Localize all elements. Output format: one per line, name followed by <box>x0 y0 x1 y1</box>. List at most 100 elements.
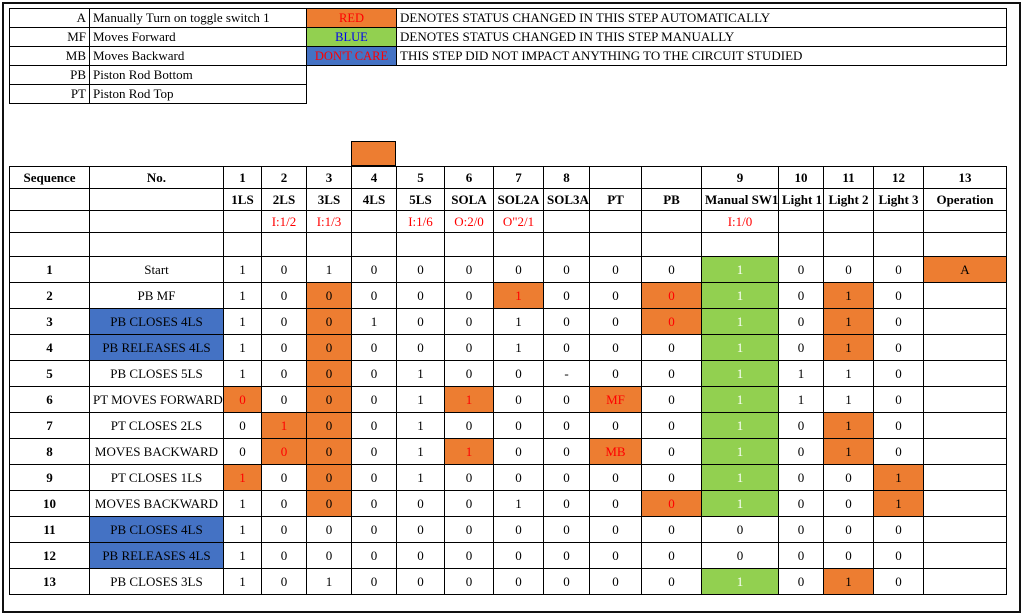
col-header-3ls[interactable]: 3LS <box>306 188 352 211</box>
cell-r13-4ls[interactable]: 0 <box>351 568 397 595</box>
cell-r12-2ls[interactable]: 0 <box>261 542 307 569</box>
col-number-2[interactable]: 2 <box>261 166 307 189</box>
cell-r9-sol3a[interactable]: 0 <box>543 464 590 491</box>
col-number-7[interactable]: 7 <box>493 166 544 189</box>
row-seq-8[interactable]: 8 <box>9 438 90 465</box>
legend-swatch-MF[interactable]: BLUE <box>306 27 397 47</box>
cell-r4-light-2[interactable]: 1 <box>823 334 874 361</box>
col-header-sola[interactable]: SOLA <box>444 188 494 211</box>
cell-r1-operation[interactable]: A <box>923 256 1007 283</box>
cell-r5-sol2a[interactable]: 0 <box>493 360 544 387</box>
cell-r2-operation[interactable] <box>923 282 1007 309</box>
row-seq-4[interactable]: 4 <box>9 334 90 361</box>
cell-r3-2ls[interactable]: 0 <box>261 308 307 335</box>
cell-r5-5ls[interactable]: 1 <box>396 360 445 387</box>
address-blank-no[interactable] <box>89 210 224 233</box>
col-header-light-2[interactable]: Light 2 <box>823 188 874 211</box>
col-number-11[interactable]: 11 <box>823 166 874 189</box>
col-number-4[interactable]: 4 <box>351 166 397 189</box>
cell-r3-light-1[interactable]: 0 <box>778 308 824 335</box>
cell-r13-pt[interactable]: 0 <box>589 568 642 595</box>
cell-r7-sola[interactable]: 0 <box>444 412 494 439</box>
cell-r13-5ls[interactable]: 0 <box>396 568 445 595</box>
cell-r10-pb[interactable]: 0 <box>641 490 702 517</box>
cell-r10-4ls[interactable]: 0 <box>351 490 397 517</box>
cell-r4-operation[interactable] <box>923 334 1007 361</box>
spacer-cell-12[interactable] <box>701 232 779 257</box>
row-label-6[interactable]: PT MOVES FORWARD <box>89 386 224 413</box>
row-label-2[interactable]: PB MF <box>89 282 224 309</box>
cell-r11-pb[interactable]: 0 <box>641 516 702 543</box>
row-label-10[interactable]: MOVES BACKWARD <box>89 490 224 517</box>
legend-desc-A[interactable]: Manually Turn on toggle switch 1 <box>89 8 307 28</box>
cell-r6-pb[interactable]: 0 <box>641 386 702 413</box>
address-pb[interactable] <box>641 210 702 233</box>
cell-r13-2ls[interactable]: 0 <box>261 568 307 595</box>
cell-r9-4ls[interactable]: 0 <box>351 464 397 491</box>
cell-r2-sol3a[interactable]: 0 <box>543 282 590 309</box>
cell-r8-pt[interactable]: MB <box>589 438 642 465</box>
cell-r11-5ls[interactable]: 0 <box>396 516 445 543</box>
cell-r10-1ls[interactable]: 1 <box>223 490 262 517</box>
col-header-pt[interactable]: PT <box>589 188 642 211</box>
cell-r3-sola[interactable]: 0 <box>444 308 494 335</box>
cell-r7-sol2a[interactable]: 0 <box>493 412 544 439</box>
cell-r10-sol2a[interactable]: 1 <box>493 490 544 517</box>
col-number-9[interactable]: 9 <box>701 166 779 189</box>
cell-r3-sol2a[interactable]: 1 <box>493 308 544 335</box>
col-header-operation[interactable]: Operation <box>923 188 1007 211</box>
legend-desc-MB[interactable]: Moves Backward <box>89 46 307 66</box>
row-seq-6[interactable]: 6 <box>9 386 90 413</box>
legend-key-PB[interactable]: PB <box>9 65 90 85</box>
spacer-cell-4[interactable] <box>306 232 352 257</box>
cell-r8-5ls[interactable]: 1 <box>396 438 445 465</box>
cell-r2-sol2a[interactable]: 1 <box>493 282 544 309</box>
col-header-2ls[interactable]: 2LS <box>261 188 307 211</box>
cell-r1-pt[interactable]: 0 <box>589 256 642 283</box>
cell-r2-sola[interactable]: 0 <box>444 282 494 309</box>
legend-swatch-MB[interactable]: DON'T CARE <box>306 46 397 66</box>
cell-r1-3ls[interactable]: 1 <box>306 256 352 283</box>
cell-r1-pb[interactable]: 0 <box>641 256 702 283</box>
cell-r5-sola[interactable]: 0 <box>444 360 494 387</box>
legend-key-MB[interactable]: MB <box>9 46 90 66</box>
cell-r12-manual-sw1[interactable]: 0 <box>701 542 779 569</box>
legend-meaning-MB[interactable]: THIS STEP DID NOT IMPACT ANYTHING TO THE… <box>396 46 1007 66</box>
cell-r2-pb[interactable]: 0 <box>641 282 702 309</box>
cell-r1-1ls[interactable]: 1 <box>223 256 262 283</box>
spacer-cell-10[interactable] <box>589 232 642 257</box>
cell-r8-light-3[interactable]: 0 <box>873 438 924 465</box>
cell-r10-5ls[interactable]: 0 <box>396 490 445 517</box>
cell-r3-operation[interactable] <box>923 308 1007 335</box>
cell-r8-1ls[interactable]: 0 <box>223 438 262 465</box>
cell-r7-1ls[interactable]: 0 <box>223 412 262 439</box>
address-light-2[interactable] <box>823 210 874 233</box>
spacer-cell-16[interactable] <box>923 232 1007 257</box>
col-number-8[interactable]: 8 <box>543 166 590 189</box>
row-seq-11[interactable]: 11 <box>9 516 90 543</box>
cell-r4-light-1[interactable]: 0 <box>778 334 824 361</box>
cell-r10-light-2[interactable]: 0 <box>823 490 874 517</box>
cell-r13-sol2a[interactable]: 0 <box>493 568 544 595</box>
cell-r9-3ls[interactable]: 0 <box>306 464 352 491</box>
address-pt[interactable] <box>589 210 642 233</box>
address-sola[interactable]: O:2/0 <box>444 210 494 233</box>
cell-r4-pb[interactable]: 0 <box>641 334 702 361</box>
cell-r5-light-1[interactable]: 1 <box>778 360 824 387</box>
cell-r4-3ls[interactable]: 0 <box>306 334 352 361</box>
cell-r5-4ls[interactable]: 0 <box>351 360 397 387</box>
legend-desc-PT[interactable]: Piston Rod Top <box>89 84 307 104</box>
row-seq-5[interactable]: 5 <box>9 360 90 387</box>
cell-r8-sol3a[interactable]: 0 <box>543 438 590 465</box>
cell-r5-light-2[interactable]: 1 <box>823 360 874 387</box>
cell-r8-sola[interactable]: 1 <box>444 438 494 465</box>
cell-r2-light-1[interactable]: 0 <box>778 282 824 309</box>
address-sol3a[interactable] <box>543 210 590 233</box>
cell-r8-3ls[interactable]: 0 <box>306 438 352 465</box>
cell-r13-operation[interactable] <box>923 568 1007 595</box>
cell-r11-manual-sw1[interactable]: 0 <box>701 516 779 543</box>
corner-no[interactable]: No. <box>89 166 224 189</box>
cell-r5-1ls[interactable]: 1 <box>223 360 262 387</box>
cell-r13-light-1[interactable]: 0 <box>778 568 824 595</box>
cell-r6-4ls[interactable]: 0 <box>351 386 397 413</box>
